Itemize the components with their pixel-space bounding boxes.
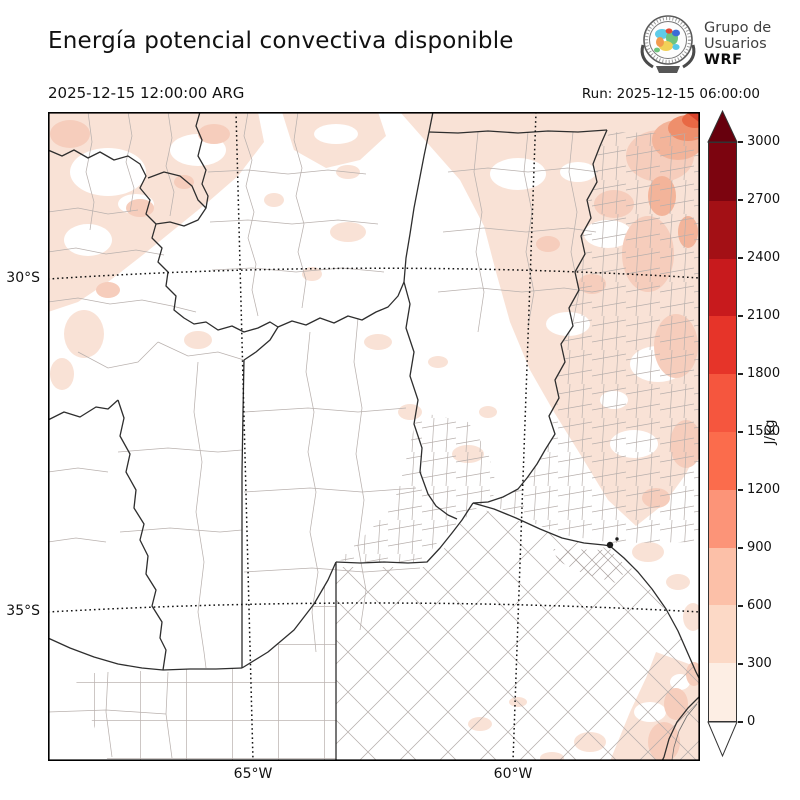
colorbar-tick-mark	[738, 199, 743, 201]
logo-line-1: Grupo de	[704, 19, 772, 36]
wrf-logo-emblem	[640, 15, 696, 73]
colorbar-tick-mark	[738, 431, 743, 433]
lon-label-65W: 65°W	[233, 766, 273, 782]
colorbar-under-arrow	[707, 721, 738, 758]
colorbar-tick-mark	[738, 605, 743, 607]
colorbar-bin	[709, 663, 736, 721]
colorbar-bin	[709, 200, 736, 259]
colorbar-bin	[709, 316, 736, 375]
lon-label-60W: 60°W	[493, 766, 533, 782]
graticule	[48, 112, 700, 761]
wrf-logo: Grupo de Usuarios WRF	[636, 8, 796, 80]
colorbar-over-arrow	[707, 109, 738, 143]
map-panel	[48, 112, 700, 761]
colorbar-tick-mark	[738, 663, 743, 665]
logo-line-2: Usuarios	[704, 35, 767, 52]
logo-line-3: WRF	[704, 52, 743, 69]
colorbar-over-arrow-svg	[707, 109, 738, 143]
gridline-30S	[48, 267, 700, 280]
map-border	[48, 112, 700, 761]
colorbar-tick-mark	[738, 257, 743, 259]
colorbar-tick-label: 3000	[747, 134, 781, 149]
colorbar-bin	[709, 605, 736, 664]
colorbar-segments	[708, 142, 737, 722]
department-boundaries	[48, 112, 700, 761]
colorbar-tick-mark	[738, 141, 743, 143]
colorbar-bin	[709, 258, 736, 317]
province-boundaries	[48, 112, 700, 761]
wrf-logo-text: Grupo de Usuarios WRF	[704, 20, 771, 69]
colorbar-ticks: 0 300 600 900 1200 1500 1800 2100 2400 2700 3000	[737, 0, 800, 800]
lat-label-35S: 35°S	[6, 603, 40, 619]
colorbar-under-arrow-svg	[707, 721, 738, 758]
colorbar-tick-label: 900	[747, 540, 772, 555]
gridline-35S	[48, 602, 700, 613]
colorbar-tick-label: 1800	[747, 366, 781, 381]
colorbar-bin	[709, 374, 736, 432]
colorbar-tick-label: 2400	[747, 250, 781, 265]
run-time-label: Run: 2025-12-15 06:00:00	[581, 86, 760, 102]
colorbar-tick-label: 600	[747, 598, 772, 613]
colorbar-tick-mark	[738, 721, 743, 723]
colorbar-unit-label: J/kg	[762, 419, 778, 445]
buenos-aires-city-marker	[606, 541, 614, 549]
colorbar-bin	[709, 143, 736, 201]
colorbar-tick-mark	[738, 547, 743, 549]
colorbar-tick-mark	[738, 373, 743, 375]
valid-time-label: 2025-12-15 12:00:00 ARG	[48, 84, 245, 102]
colorbar-bin	[709, 489, 736, 548]
colorbar-tick-mark	[738, 489, 743, 491]
city-marker-dot	[615, 537, 619, 541]
lat-label-30S: 30°S	[6, 270, 40, 286]
colorbar-tick-label: 2100	[747, 308, 781, 323]
page-title: Energía potencial convectiva disponible	[48, 28, 514, 54]
colorbar-tick-label: 1200	[747, 482, 781, 497]
colorbar-tick-label: 300	[747, 656, 772, 671]
map-canvas	[48, 112, 700, 761]
logo-radar-speckles	[654, 28, 680, 53]
colorbar-tick-mark	[738, 315, 743, 317]
colorbar-bin	[709, 431, 736, 490]
colorbar-tick-label: 2700	[747, 192, 781, 207]
colorbar-tick-label: 0	[747, 714, 756, 729]
colorbar-bin	[709, 547, 736, 606]
